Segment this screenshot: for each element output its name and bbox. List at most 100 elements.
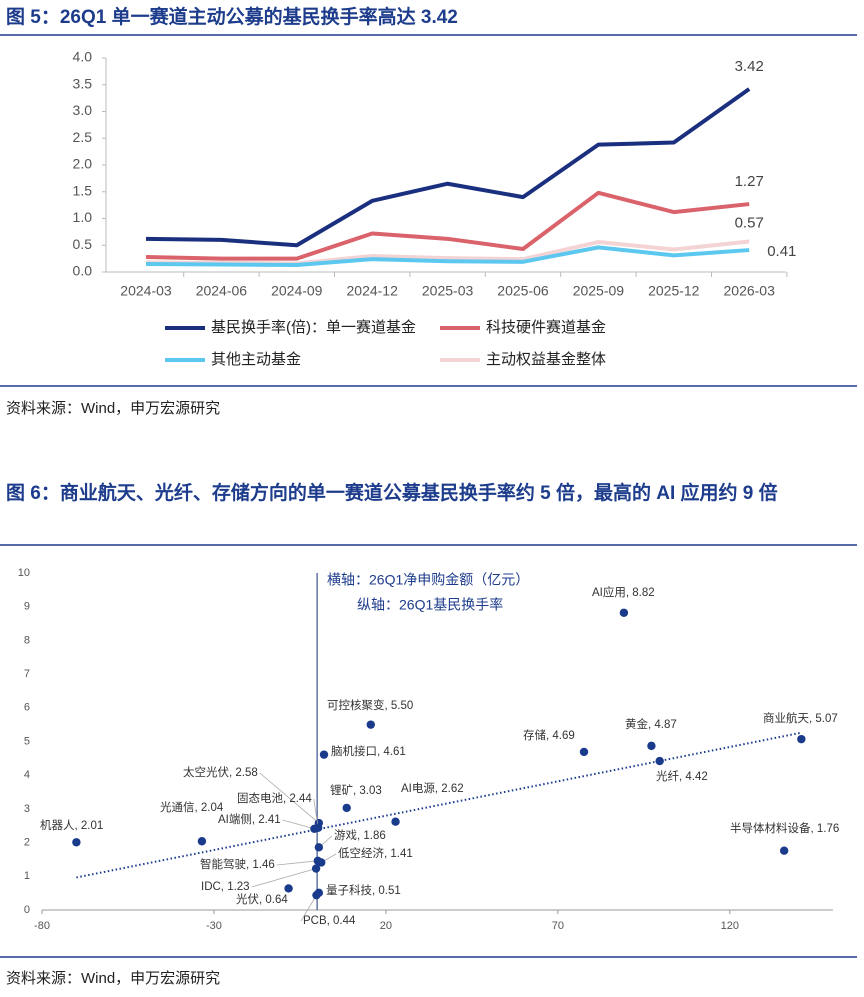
x-tick-label: 2024-09 [271,283,323,299]
x-tick-label: 120 [721,920,739,932]
legend-label: 基民换手率(倍)：单一赛道基金 [211,319,416,336]
data-label: AI电源, 2.62 [401,781,464,795]
y-tick-label: 3.5 [73,75,93,91]
y-tick-label: 8 [24,634,30,646]
data-label: 光纤, 4.42 [656,769,708,783]
annotation: 纵轴：26Q1基民换手率 [357,597,503,613]
data-label: 低空经济, 1.41 [338,846,413,860]
point [655,756,664,766]
data-label: 脑机接口, 4.61 [331,744,406,758]
data-label: 光伏, 0.64 [236,892,288,906]
y-tick-label: 7 [24,668,30,680]
annotation: 横轴：26Q1净申购金额（亿元） [327,572,529,588]
data-label: 智能驾驶, 1.46 [200,857,275,871]
point [579,747,589,757]
data-label: 商业航天, 5.07 [763,711,838,725]
x-tick-label: 2024-06 [196,283,248,299]
point [310,824,319,833]
data-label: 锂矿, 3.03 [330,783,382,797]
point [366,720,375,729]
data-label: 半导体材料设备, 1.76 [730,821,839,835]
data-label: 游戏, 1.86 [334,829,386,842]
data-label: 0.41 [767,243,796,260]
x-tick-label: -30 [206,920,222,932]
data-label: 可控核聚变, 5.50 [327,698,413,712]
data-label: 0.57 [735,214,764,231]
y-tick-label: 0 [24,904,30,916]
y-tick-label: 10 [18,567,30,579]
point [311,864,321,873]
y-tick-label: 1.0 [73,209,93,225]
data-label: 光通信, 2.04 [160,800,224,814]
figure-title: 图 5：26Q1 单一赛道主动公募的基民换手率高达 3.42 [6,7,458,28]
x-tick-label: 2025-03 [422,283,474,299]
point [391,817,400,826]
legend-label: 科技硬件赛道基金 [486,319,606,336]
data-label: IDC, 1.23 [201,881,250,893]
figure-title: 图 6：商业航天、光纤、存储方向的单一赛道公募基民换手率约 5 倍，最高的 AI… [6,483,778,504]
x-tick-label: 20 [380,920,392,932]
data-label: 太空光伏, 2.58 [183,765,258,779]
leader-line [276,860,318,866]
leader-line [259,772,320,824]
x-tick-label: 2025-09 [573,283,625,299]
series-line [145,87,751,248]
y-tick-label: 4.0 [73,49,93,65]
x-tick-label: 2024-03 [120,283,172,299]
leader-line [251,868,317,888]
data-label: 机器人, 2.01 [40,818,103,832]
leader-line [313,798,319,828]
y-tick-label: 3 [24,803,30,815]
y-tick-label: 5 [24,735,30,747]
x-tick-label: 2025-06 [497,283,549,299]
source: 资料来源：Wind，申万宏源研究 [6,970,220,987]
data-label: 量子科技, 0.51 [326,883,401,897]
x-tick-label: 2026-03 [724,283,776,299]
series-line [145,190,750,261]
x-tick-label: 2024-12 [347,283,399,299]
data-label: AI应用, 8.82 [592,585,655,599]
y-tick-label: 0.0 [73,263,93,279]
point [797,734,806,744]
data-label: AI端侧, 2.41 [218,813,281,826]
leader-line [282,819,315,830]
x-tick-label: -80 [34,920,50,932]
point [647,741,656,751]
point [319,750,329,759]
y-tick-label: 3.0 [73,102,93,118]
y-tick-label: 1.5 [73,182,93,198]
legend-label: 其他主动基金 [211,351,301,368]
trendline [76,731,802,879]
y-tick-label: 2.0 [73,156,93,172]
point [197,837,207,846]
point [314,888,324,898]
series-line [145,245,750,268]
point [284,884,293,893]
x-tick-label: 70 [552,920,564,932]
data-label: 3.42 [735,58,764,75]
source: 资料来源：Wind，申万宏源研究 [6,400,220,417]
legend-label: 主动权益基金整体 [486,351,606,368]
point [72,838,81,847]
data-label: 固态电池, 2.44 [237,792,312,805]
y-tick-label: 1 [24,870,30,882]
y-tick-label: 2.5 [73,129,93,145]
y-tick-label: 9 [24,601,30,613]
y-tick-label: 4 [24,769,30,781]
leader-line [300,894,317,922]
point [314,843,324,852]
point [779,846,789,855]
point [342,803,351,813]
point [619,608,629,617]
data-label: 存储, 4.69 [523,728,575,742]
data-label: PCB, 0.44 [303,915,356,927]
point [317,858,326,867]
y-tick-label: 6 [24,702,30,714]
data-label: 1.27 [735,173,764,190]
y-tick-label: 2 [24,837,30,849]
data-label: 黄金, 4.87 [625,717,677,731]
x-tick-label: 2025-12 [648,283,700,299]
y-tick-label: 0.5 [73,236,93,252]
